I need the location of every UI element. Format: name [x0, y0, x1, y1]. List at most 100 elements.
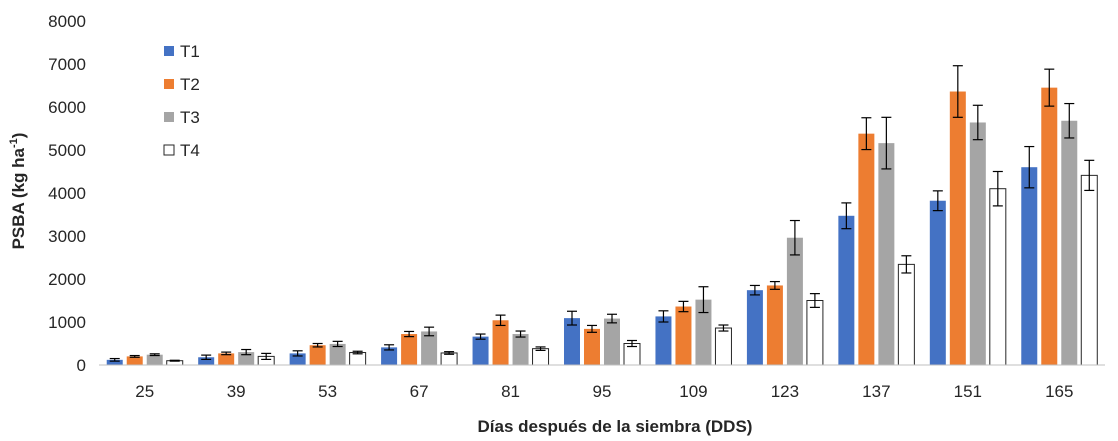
legend-label-t4: T4	[180, 141, 200, 160]
bar-t3	[512, 334, 529, 365]
x-tick-label: 109	[679, 382, 707, 401]
y-axis-title-superscript: -1	[8, 138, 20, 148]
bar-t1	[929, 200, 946, 365]
error-bar	[658, 310, 669, 323]
error-bar	[221, 351, 232, 356]
bar-t3	[1061, 120, 1078, 365]
bar-t2	[309, 345, 326, 365]
legend-label-t2: T2	[180, 75, 200, 94]
bar-t4	[989, 188, 1007, 366]
x-tick-label: 39	[227, 382, 246, 401]
error-bar	[627, 339, 637, 348]
error-bar	[352, 350, 363, 355]
bar-t2	[949, 91, 966, 366]
bar-t2	[126, 356, 143, 365]
error-bar	[201, 354, 212, 361]
error-bar	[404, 330, 415, 338]
y-tick-label: 6000	[48, 98, 86, 117]
bar-t2	[858, 133, 875, 365]
legend-label-t1: T1	[180, 42, 200, 61]
bar-t1	[289, 353, 306, 365]
error-bar	[952, 65, 963, 118]
bar-t1	[564, 318, 580, 365]
error-bar	[972, 104, 983, 141]
bar-t3	[329, 343, 346, 365]
y-axis-title-close: )	[9, 133, 28, 139]
error-bar	[749, 284, 760, 296]
y-tick-label: 1000	[48, 313, 86, 332]
bar-t2	[584, 328, 600, 365]
bar-t2	[218, 353, 235, 365]
error-bar	[861, 117, 872, 151]
y-tick-label: 4000	[48, 184, 86, 203]
error-bar	[932, 190, 943, 212]
bar-t1	[1021, 167, 1038, 365]
error-bar	[992, 170, 1003, 207]
bar-t2	[1041, 87, 1058, 366]
error-bar	[129, 354, 140, 358]
error-bar	[1024, 145, 1035, 189]
error-bar	[1044, 68, 1055, 107]
error-bar	[424, 326, 435, 337]
y-tick-label: 3000	[48, 227, 86, 246]
error-bar	[312, 342, 323, 348]
error-bar	[718, 324, 729, 332]
error-bar	[261, 352, 272, 361]
error-bar	[515, 330, 526, 338]
error-bar	[241, 348, 252, 356]
bar-t4	[532, 348, 550, 366]
bar-t3	[238, 352, 255, 365]
bar-t4	[1080, 174, 1098, 366]
y-tick-label: 2000	[48, 270, 86, 289]
error-bar	[292, 350, 303, 357]
error-bars	[109, 65, 1095, 362]
x-tick-label: 137	[862, 382, 890, 401]
error-bar	[444, 351, 455, 355]
bar-t2	[766, 285, 783, 365]
error-bar	[789, 219, 800, 256]
x-tick-label: 81	[501, 382, 520, 401]
bar-t1	[472, 336, 489, 365]
legend-swatch-t2	[164, 79, 174, 89]
y-tick-label: 7000	[48, 55, 86, 74]
bars	[106, 87, 1098, 366]
legend: T1 T2 T3 T4	[163, 42, 200, 160]
error-bar	[567, 310, 577, 326]
y-axis-title: PSBA (kg ha-1)	[8, 133, 28, 250]
bar-t1	[655, 316, 672, 365]
x-axis-title: Días después de la siembra (DDS)	[478, 417, 753, 436]
bar-t4	[714, 327, 732, 366]
legend-swatch-t3	[164, 112, 174, 122]
x-tick-label: 25	[135, 382, 154, 401]
x-tick-label: 67	[410, 382, 429, 401]
error-bar	[587, 324, 597, 333]
bar-t1	[838, 215, 855, 365]
bar-t1	[198, 357, 215, 365]
error-bar	[769, 280, 780, 290]
bar-t3	[786, 237, 803, 365]
y-axis-ticks: 0 1000 2000 3000 4000 5000 6000 7000 8000	[48, 12, 86, 375]
x-tick-label: 123	[771, 382, 799, 401]
y-tick-label: 0	[77, 356, 86, 375]
bar-t1	[381, 347, 398, 365]
bar-t2	[492, 320, 509, 365]
bar-t1	[106, 359, 123, 365]
error-bar	[607, 313, 617, 324]
error-bar	[841, 202, 852, 230]
error-bar	[495, 314, 506, 327]
error-bar	[149, 353, 160, 357]
bar-t4	[897, 263, 915, 366]
error-bar	[169, 359, 180, 362]
bar-t3	[421, 331, 438, 365]
error-bar	[678, 300, 689, 313]
y-tick-label: 8000	[48, 12, 86, 31]
error-bar	[1084, 159, 1095, 192]
error-bar	[109, 357, 120, 362]
bar-t3	[604, 318, 620, 365]
error-bar	[809, 293, 820, 308]
legend-label-t3: T3	[180, 108, 200, 127]
error-bar	[535, 346, 546, 351]
x-tick-label: 165	[1045, 382, 1073, 401]
legend-swatch-t1	[164, 46, 174, 56]
